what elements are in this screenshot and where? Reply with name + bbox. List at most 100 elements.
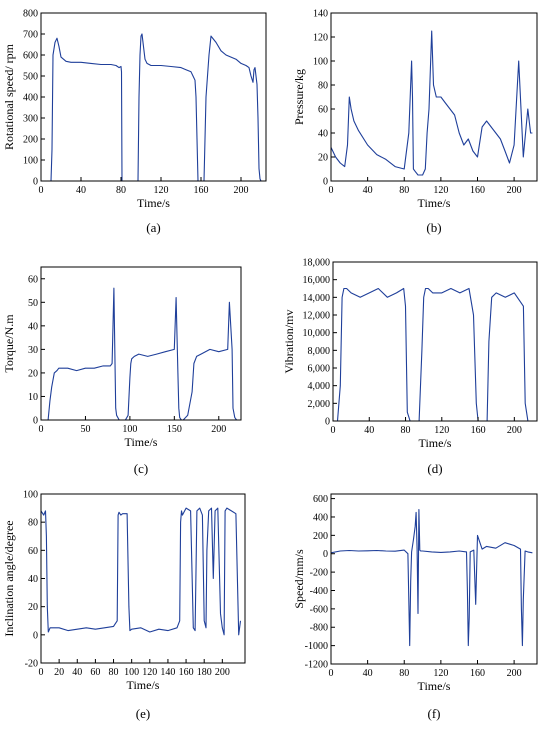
y-tick-label: 20 bbox=[28, 368, 38, 379]
series-line bbox=[40, 507, 242, 636]
plot-frame bbox=[40, 266, 242, 421]
y-tick-label: 100 bbox=[23, 156, 38, 167]
y-tick-label: 700 bbox=[23, 30, 38, 41]
plot-frame bbox=[330, 493, 538, 665]
x-axis-label: Time/s bbox=[127, 678, 160, 692]
x-tick-label: 80 bbox=[399, 185, 409, 196]
x-tick-label: 100 bbox=[124, 667, 139, 678]
y-tick-label: 100 bbox=[313, 57, 328, 68]
panel-caption: (c) bbox=[134, 461, 148, 476]
x-tick-label: 150 bbox=[167, 424, 182, 435]
y-tick-label: 60 bbox=[318, 105, 328, 116]
panel-caption: (a) bbox=[146, 220, 160, 235]
y-tick-label: 20 bbox=[318, 153, 328, 164]
x-tick-label: 160 bbox=[470, 668, 485, 679]
y-tick-label: 6,000 bbox=[308, 364, 331, 375]
chart-panel: 0 40 80 120 160 200 0 2,000 4,000 6,000 8,000 10,00… bbox=[282, 258, 538, 476]
chart-panel: 0 40 80 120 160 200 -1200 -1000 -800 -600 -400 -200… bbox=[292, 493, 538, 721]
y-tick-label: 10,000 bbox=[303, 328, 331, 339]
x-tick-label: 200 bbox=[211, 424, 226, 435]
x-tick-label: 140 bbox=[160, 667, 175, 678]
y-tick-label: 40 bbox=[28, 574, 38, 585]
x-axis-label: Time/s bbox=[418, 196, 451, 210]
x-tick-label: 100 bbox=[122, 424, 137, 435]
x-tick-label: 120 bbox=[154, 185, 169, 196]
x-tick-label: 0 bbox=[331, 425, 336, 436]
x-tick-label: 40 bbox=[72, 667, 82, 678]
y-tick-label: 400 bbox=[23, 93, 38, 104]
y-tick-label: 0 bbox=[323, 177, 328, 188]
y-tick-label: 0 bbox=[325, 417, 330, 428]
y-tick-label: 140 bbox=[313, 9, 328, 20]
y-tick-label: 8,000 bbox=[308, 346, 331, 357]
x-tick-label: 180 bbox=[197, 667, 212, 678]
x-tick-label: 0 bbox=[39, 667, 44, 678]
y-tick-label: 600 bbox=[313, 494, 328, 505]
y-tick-label: -400 bbox=[310, 586, 328, 597]
y-tick-label: 16,000 bbox=[303, 275, 331, 286]
y-tick-label: 18,000 bbox=[303, 258, 331, 269]
x-tick-label: 160 bbox=[179, 667, 194, 678]
x-tick-label: 120 bbox=[433, 185, 448, 196]
x-tick-label: 120 bbox=[142, 667, 157, 678]
y-tick-label: 2,000 bbox=[308, 399, 331, 410]
y-tick-label: -1200 bbox=[305, 660, 328, 671]
y-tick-label: 0 bbox=[33, 630, 38, 641]
x-axis-label: Time/s bbox=[418, 679, 451, 693]
series-line bbox=[330, 509, 533, 647]
y-tick-label: 80 bbox=[318, 81, 328, 92]
y-axis-label: Speed/mm/s bbox=[292, 549, 306, 609]
plot-frame bbox=[330, 12, 538, 182]
y-tick-label: 120 bbox=[313, 33, 328, 44]
x-tick-label: 160 bbox=[470, 185, 485, 196]
x-tick-label: 80 bbox=[401, 425, 411, 436]
y-tick-label: 200 bbox=[313, 531, 328, 542]
x-tick-label: 120 bbox=[433, 668, 448, 679]
x-tick-label: 200 bbox=[507, 425, 522, 436]
y-tick-label: 50 bbox=[28, 298, 38, 309]
series-line bbox=[333, 287, 533, 422]
x-axis-label: Time/s bbox=[125, 435, 158, 449]
chart-panel: 0 40 80 120 160 200 0 20 40 60 80 100 120 140 Time/s Pr… bbox=[292, 9, 538, 235]
x-tick-label: 0 bbox=[39, 424, 44, 435]
x-tick-label: 40 bbox=[363, 668, 373, 679]
y-tick-label: 500 bbox=[23, 72, 38, 83]
x-tick-label: 200 bbox=[234, 185, 249, 196]
x-tick-label: 160 bbox=[471, 425, 486, 436]
x-tick-label: 80 bbox=[109, 667, 119, 678]
x-tick-label: 200 bbox=[507, 185, 522, 196]
x-tick-label: 200 bbox=[507, 668, 522, 679]
y-axis-label: Torque/N.m bbox=[2, 314, 16, 373]
series-line bbox=[330, 30, 533, 176]
y-tick-label: 30 bbox=[28, 345, 38, 356]
y-axis-label: Pressure/kg bbox=[292, 69, 306, 125]
y-tick-label: 200 bbox=[23, 135, 38, 146]
y-tick-label: 400 bbox=[313, 512, 328, 523]
x-tick-label: 0 bbox=[329, 185, 334, 196]
panel-caption: (b) bbox=[426, 220, 441, 235]
y-tick-label: 600 bbox=[23, 51, 38, 62]
y-tick-label: -20 bbox=[25, 659, 38, 670]
x-tick-label: 0 bbox=[329, 668, 334, 679]
chart-panel: 0 20 40 60 80 100 120 140 160 180 200-200204060801… bbox=[2, 490, 246, 721]
chart-panel: 0 50 100 150 200 0 10 20 30 40 50 60 Time/s Torque/N.… bbox=[2, 266, 242, 476]
x-tick-label: 40 bbox=[76, 185, 86, 196]
x-tick-label: 60 bbox=[90, 667, 100, 678]
y-tick-label: 4,000 bbox=[308, 381, 331, 392]
x-tick-label: 40 bbox=[363, 185, 373, 196]
x-tick-label: 40 bbox=[364, 425, 374, 436]
x-tick-label: 80 bbox=[116, 185, 126, 196]
y-tick-label: 40 bbox=[318, 129, 328, 140]
series-line bbox=[41, 287, 238, 421]
y-tick-label: -200 bbox=[310, 568, 328, 579]
panel-caption: (e) bbox=[136, 706, 150, 721]
x-tick-label: 50 bbox=[80, 424, 90, 435]
x-axis-label: Time/s bbox=[137, 196, 170, 210]
x-tick-label: 20 bbox=[54, 667, 64, 678]
x-axis-label: Time/s bbox=[419, 436, 452, 450]
y-tick-label: 60 bbox=[28, 546, 38, 557]
y-tick-label: 0 bbox=[323, 549, 328, 560]
y-tick-label: -600 bbox=[310, 604, 328, 615]
y-axis-label: Vibration/mv bbox=[282, 310, 296, 374]
